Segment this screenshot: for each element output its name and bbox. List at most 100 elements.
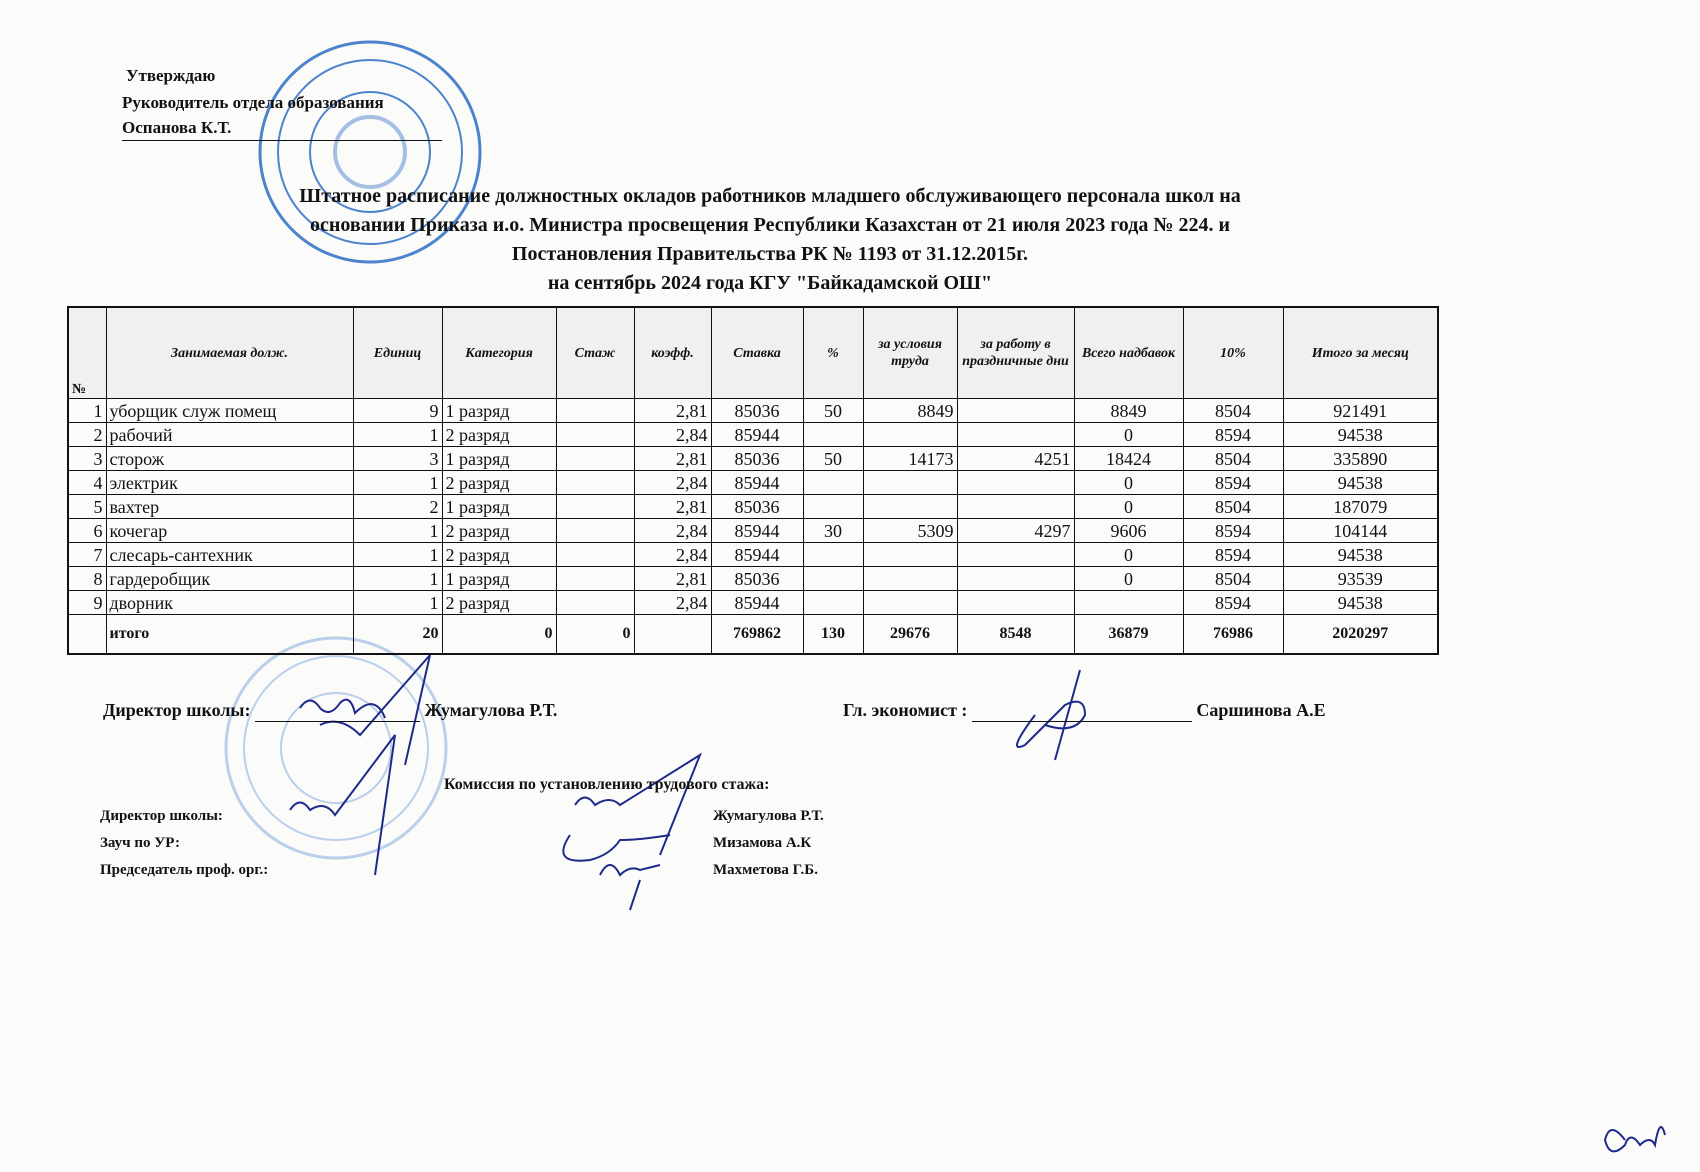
table-cell: 1 разряд — [441, 398, 557, 423]
table-cell: 2,81 — [633, 494, 712, 519]
table-cell: 8594 — [1182, 542, 1284, 567]
total-cell: итого — [105, 614, 354, 655]
table-cell — [862, 542, 958, 567]
table-cell: 1 — [352, 566, 443, 591]
table-cell — [802, 542, 864, 567]
table-cell — [956, 470, 1075, 495]
total-row: итого 20 0 0 769862 130 29676 8548 36879 76986 202… — [67, 614, 1439, 655]
approval-heading: Утверждаю — [126, 66, 216, 85]
table-cell — [555, 398, 635, 423]
table-cell: 2,84 — [633, 422, 712, 447]
table-cell: 1 — [352, 422, 443, 447]
table-cell: вахтер — [105, 494, 354, 519]
table-cell: 18424 — [1073, 446, 1184, 471]
title-line-1: Штатное расписание должностных окладов р… — [299, 185, 1241, 207]
total-cell: 130 — [802, 614, 864, 655]
director-signature-line: Директор школы: Жумагулова Р.Т. — [103, 700, 557, 722]
table-cell: 85036 — [710, 494, 804, 519]
table-cell: сторож — [105, 446, 354, 471]
table-cell — [862, 566, 958, 591]
table-cell: 7 — [67, 542, 107, 567]
table-cell — [802, 590, 864, 615]
commission-role: Зауч по УР: — [100, 835, 180, 851]
title-line-4: на сентябрь 2024 года КГУ "Байкадамской … — [547, 272, 993, 294]
table-cell: 2 разряд — [441, 422, 557, 447]
approval-block: Утверждаю Руководитель отдела образовани… — [122, 62, 442, 141]
table-cell: 4 — [67, 470, 107, 495]
total-cell: 0 — [441, 614, 557, 655]
table-cell — [1073, 590, 1184, 615]
table-cell: 335890 — [1282, 446, 1439, 471]
table-cell: 8594 — [1182, 470, 1284, 495]
table-cell: 85944 — [710, 542, 804, 567]
table-cell: 85944 — [710, 590, 804, 615]
table-row: 2 рабочий 1 2 разряд 2,84 85944 0 8594 94538 — [67, 422, 1439, 447]
column-header: № — [67, 306, 107, 399]
table-cell: 14173 — [862, 446, 958, 471]
table-cell: 2 разряд — [441, 518, 557, 543]
total-cell: 2020297 — [1282, 614, 1439, 655]
table-cell — [555, 542, 635, 567]
table-cell — [862, 470, 958, 495]
table-cell: 50 — [802, 446, 864, 471]
commission-name: Махметова Г.Б. — [713, 862, 818, 878]
table-cell — [802, 566, 864, 591]
table-cell: 8849 — [1073, 398, 1184, 423]
total-cell: 29676 — [862, 614, 958, 655]
document-title: Штатное расписание должностных окладов р… — [0, 182, 1540, 298]
total-cell: 36879 — [1073, 614, 1184, 655]
table-cell: 8504 — [1182, 398, 1284, 423]
table-row: 9 дворник 1 2 разряд 2,84 85944 8594 94538 — [67, 590, 1439, 615]
column-header: Всего надбавок — [1073, 306, 1184, 399]
table-row: 8 гардеробщик 1 1 разряд 2,81 85036 0 8504 93539 — [67, 566, 1439, 591]
total-cell: 8548 — [956, 614, 1075, 655]
table-cell: 94538 — [1282, 470, 1439, 495]
column-header: Категория — [441, 306, 557, 399]
table-cell: 5 — [67, 494, 107, 519]
table-cell: 30 — [802, 518, 864, 543]
commission-roles: Директор школы: Зауч по УР: Председатель… — [100, 803, 268, 884]
table-cell: 1 — [352, 470, 443, 495]
table-cell: 4251 — [956, 446, 1075, 471]
table-cell — [956, 590, 1075, 615]
table-cell — [555, 590, 635, 615]
table-cell — [956, 398, 1075, 423]
table-cell: 2,84 — [633, 470, 712, 495]
table-cell: 94538 — [1282, 542, 1439, 567]
column-header: Занимаемая долж. — [105, 306, 354, 399]
table-cell: 0 — [1073, 470, 1184, 495]
table-cell: 2,84 — [633, 518, 712, 543]
table-cell: 6 — [67, 518, 107, 543]
table-cell: 2 разряд — [441, 590, 557, 615]
table-cell: уборщик служ помещ — [105, 398, 354, 423]
table-cell — [862, 422, 958, 447]
column-header: Единиц — [352, 306, 443, 399]
table-cell: дворник — [105, 590, 354, 615]
table-cell: 1 разряд — [441, 566, 557, 591]
column-header: Ставка — [710, 306, 804, 399]
table-cell: 8504 — [1182, 566, 1284, 591]
table-cell — [555, 446, 635, 471]
table-cell: 5309 — [862, 518, 958, 543]
table-cell: кочегар — [105, 518, 354, 543]
table-cell — [862, 494, 958, 519]
column-header: % — [802, 306, 864, 399]
table-cell — [802, 422, 864, 447]
table-cell: гардеробщик — [105, 566, 354, 591]
table-cell — [956, 494, 1075, 519]
table-cell: 0 — [1073, 542, 1184, 567]
table-cell — [956, 542, 1075, 567]
table-cell: 1 — [352, 590, 443, 615]
table-cell: 2 — [67, 422, 107, 447]
title-line-2: основании Приказа и.о. Министра просвеще… — [310, 214, 1230, 236]
table-cell — [862, 590, 958, 615]
table-row: 3 сторож 3 1 разряд 2,81 85036 50 14173 4251 1842… — [67, 446, 1439, 471]
table-cell: 8504 — [1182, 446, 1284, 471]
commission-name: Жумагулова Р.Т. — [713, 808, 824, 824]
table-cell: электрик — [105, 470, 354, 495]
director-label: Директор школы: — [103, 700, 251, 720]
table-cell: 2 — [352, 494, 443, 519]
table-cell: 9 — [352, 398, 443, 423]
economist-name: Саршинова А.Е — [1196, 700, 1326, 720]
table-cell — [555, 566, 635, 591]
